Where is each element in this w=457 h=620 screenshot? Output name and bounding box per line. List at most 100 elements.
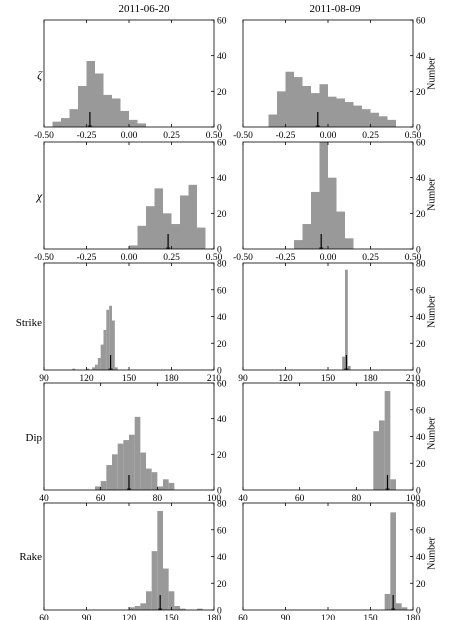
histogram-bar xyxy=(146,206,155,249)
y-tick-label: 0 xyxy=(416,607,421,617)
x-tick-label: 80 xyxy=(153,494,163,504)
x-tick-label: 60 xyxy=(238,614,248,620)
y-tick-label: 60 xyxy=(217,286,227,296)
y-tick-label: 60 xyxy=(416,286,426,296)
histogram-bar xyxy=(197,227,206,249)
histogram-bar xyxy=(86,368,90,370)
x-tick-label: 100 xyxy=(207,494,222,504)
histogram-bar xyxy=(345,269,348,370)
y-tick-label: 0 xyxy=(416,124,421,134)
histogram-bar xyxy=(387,119,396,127)
histogram-bar xyxy=(106,309,110,370)
histogram-bar xyxy=(112,98,121,127)
y-tick-label: 60 xyxy=(416,526,426,536)
histogram-bar xyxy=(129,607,135,610)
x-tick-label: 0.00 xyxy=(320,253,337,263)
y-tick-label: 40 xyxy=(217,174,227,184)
histogram-bar xyxy=(97,357,101,370)
x-tick-label: 0.25 xyxy=(163,253,180,263)
panel-frame xyxy=(242,262,414,371)
x-tick-label: -0.50 xyxy=(233,253,253,263)
histogram-bar xyxy=(163,213,172,249)
row-label-dip: Dip xyxy=(25,432,43,444)
y-tick-label: 20 xyxy=(217,451,227,461)
panel-r1-c1: -0.50 -0.25 0.00 0.25 0.500 20 40 60 xyxy=(233,139,426,264)
histogram-bar xyxy=(328,96,337,127)
histogram-bar xyxy=(123,440,129,490)
x-tick-label: 0.50 xyxy=(405,131,422,141)
panel-r0-c1: -0.50 -0.25 0.00 0.25 0.500 20 40 60 xyxy=(233,17,426,142)
y-tick-label: 20 xyxy=(416,340,426,350)
panel-r1-c0: -0.50 -0.25 0.00 0.25 0.500 20 40 60 xyxy=(34,139,227,264)
histogram-bar xyxy=(100,481,107,490)
x-tick-label: -0.50 xyxy=(233,131,253,141)
histogram-bar xyxy=(336,98,345,127)
x-tick-label: 0.50 xyxy=(405,253,422,263)
x-tick-label: 90 xyxy=(39,374,49,384)
histogram-bar xyxy=(294,240,303,249)
histogram-bar xyxy=(277,91,286,127)
y-tick-label: 20 xyxy=(217,580,227,590)
histogram-bar xyxy=(347,365,351,370)
x-tick-label: 120 xyxy=(122,614,137,620)
histogram-bar xyxy=(188,184,197,249)
x-tick-label: 120 xyxy=(278,374,293,384)
histogram-bar xyxy=(112,320,115,370)
histogram-bar xyxy=(197,608,203,610)
histogram-bar xyxy=(311,93,320,127)
histogram-bar xyxy=(401,607,408,610)
panel-frame xyxy=(43,262,215,371)
row-label-rake: Rake xyxy=(19,551,42,563)
y-tick-label: 40 xyxy=(416,174,426,184)
histogram-bar xyxy=(353,105,362,127)
histogram-bar xyxy=(151,551,158,610)
y-tick-label: 0 xyxy=(416,246,421,256)
histogram-bar xyxy=(342,356,345,371)
histogram-bar xyxy=(157,511,163,610)
y-tick-label: 40 xyxy=(416,433,426,443)
y-tick-label: 40 xyxy=(416,313,426,323)
y-tick-label: 80 xyxy=(416,260,426,270)
x-tick-label: 60 xyxy=(295,494,305,504)
row-label-zeta: ζ xyxy=(37,68,42,82)
x-tick-label: 40 xyxy=(238,494,248,504)
x-tick-label: -0.25 xyxy=(276,131,296,141)
histogram-bar xyxy=(151,472,158,490)
histogram-bar xyxy=(112,454,118,490)
y-tick-label: 40 xyxy=(217,52,227,62)
row-label-strike: Strike xyxy=(15,317,42,329)
y-tick-label: 60 xyxy=(217,380,227,390)
x-tick-label: 0.25 xyxy=(362,131,379,141)
histogram-bar xyxy=(302,224,311,249)
x-tick-label: 210 xyxy=(207,374,222,384)
histogram-bar xyxy=(345,238,354,249)
histogram-bar xyxy=(134,416,141,490)
y-tick-label: 20 xyxy=(217,210,227,220)
histogram-bar xyxy=(129,434,135,490)
panel-frame xyxy=(43,502,215,611)
histogram-bar xyxy=(106,465,112,490)
x-tick-label: -0.50 xyxy=(34,131,54,141)
y-tick-label: 60 xyxy=(416,139,426,149)
x-tick-label: 150 xyxy=(321,374,336,384)
x-tick-label: 150 xyxy=(363,614,378,620)
histogram-bar xyxy=(180,195,189,249)
histogram-bar xyxy=(137,225,146,249)
y-tick-label: 80 xyxy=(217,500,227,510)
histogram-bar xyxy=(302,85,311,127)
x-tick-label: 180 xyxy=(164,374,179,384)
x-tick-label: -0.50 xyxy=(34,253,54,263)
x-tick-label: 0.00 xyxy=(320,131,337,141)
histogram-bar xyxy=(69,109,78,127)
y-tick-label: 40 xyxy=(416,553,426,563)
x-tick-label: 90 xyxy=(281,614,291,620)
histogram-bar xyxy=(92,367,95,370)
histogram-bar xyxy=(180,608,186,610)
histogram-bar xyxy=(61,118,70,127)
histogram-bar xyxy=(168,482,175,490)
column-title-left: 2011-06-20 xyxy=(118,3,170,15)
y-tick-label: 20 xyxy=(416,460,426,470)
histogram-bar xyxy=(117,443,124,490)
y-tick-label: 40 xyxy=(217,313,227,323)
